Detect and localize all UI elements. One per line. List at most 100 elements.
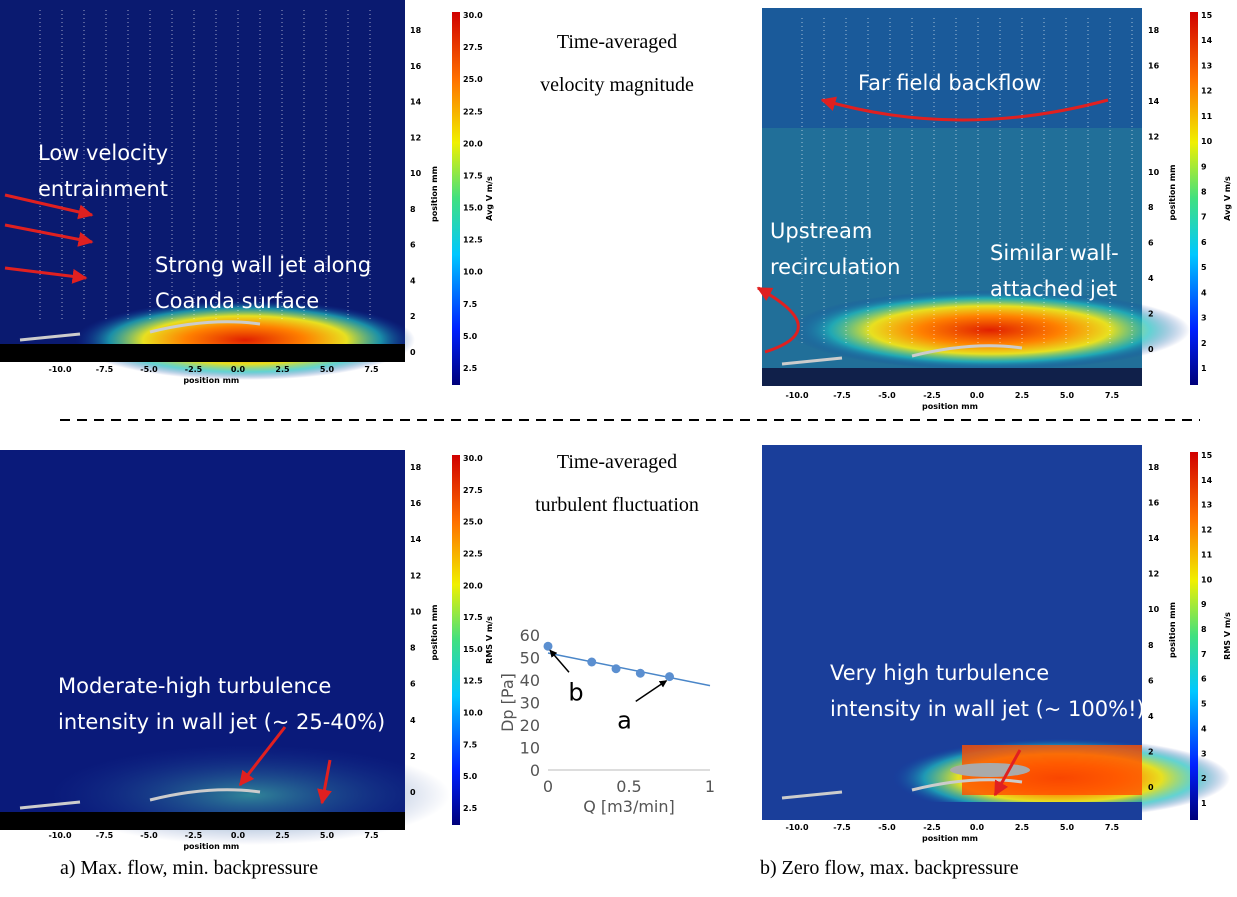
x-tick-label: 7.5 <box>364 831 379 840</box>
wall <box>762 368 1142 386</box>
annotation: b <box>568 678 583 706</box>
colorbar-tick-label: 13 <box>1201 501 1212 510</box>
colorbar-tick-label: 12.5 <box>463 677 483 686</box>
x-tick-label: 5.0 <box>320 831 335 840</box>
colorbar <box>452 455 460 825</box>
x-tick-label: -7.5 <box>833 823 851 832</box>
y-tick-label: 14 <box>410 535 422 544</box>
y-tick-label: 4 <box>410 276 416 285</box>
colorbar-tick-label: 25.0 <box>463 518 483 527</box>
y-tick-label: 16 <box>1148 499 1160 508</box>
annotation: Far field backflow <box>858 71 1041 95</box>
annotation: intensity in wall jet (~ 25-40%) <box>58 710 385 734</box>
colorbar-tick-label: 4 <box>1201 724 1207 733</box>
x-axis-label: position mm <box>183 376 239 385</box>
x-tick-label: 7.5 <box>1105 823 1120 832</box>
x-tick-label: 0.0 <box>970 391 985 400</box>
x-tick-label: -5.0 <box>140 831 158 840</box>
colorbar <box>1190 452 1198 820</box>
y-tick-label: 10 <box>520 739 540 758</box>
y-tick-label: 20 <box>520 716 540 735</box>
x-tick-label: -7.5 <box>96 831 114 840</box>
y-tick-label: 18 <box>410 463 422 472</box>
y-tick-label: 2 <box>1148 310 1154 319</box>
annotation: Strong wall jet along <box>155 253 371 277</box>
y-tick-label: 6 <box>1148 676 1154 685</box>
y-tick-label: 10 <box>410 169 422 178</box>
y-tick-label: 16 <box>1148 61 1160 70</box>
annotation: Very high turbulence <box>830 661 1049 685</box>
point <box>587 657 597 667</box>
arrow <box>993 749 1022 797</box>
colorbar-tick-label: 15 <box>1201 11 1213 20</box>
wall <box>0 812 405 830</box>
colorbar-tick-label: 6 <box>1201 238 1207 247</box>
colorbar-tick-label: 22.5 <box>463 107 483 116</box>
colorbar-tick-label: 15.0 <box>463 645 483 654</box>
arrow <box>238 726 287 787</box>
y-tick-label: 16 <box>410 62 422 71</box>
jet-region <box>790 290 1190 370</box>
y-axis-label: position mm <box>430 166 439 222</box>
colorbar <box>1190 12 1198 385</box>
center-label: turbulent fluctuation <box>535 494 699 516</box>
y-tick-label: 0 <box>410 348 416 357</box>
colorbar-tick-label: 1 <box>1201 364 1207 373</box>
x-tick-label: 2.5 <box>1015 823 1030 832</box>
colorbar-label: RMS V m/s <box>1223 612 1232 660</box>
x-tick-label: 1 <box>705 777 715 796</box>
trendline <box>547 652 711 687</box>
colorbar-tick-label: 5.0 <box>463 332 478 341</box>
colorbar-tick-label: 11 <box>1201 112 1213 121</box>
x-axis-label: position mm <box>183 842 239 851</box>
y-tick-label: 10 <box>1148 168 1160 177</box>
y-tick-label: 0 <box>530 761 540 780</box>
annotation-arrow <box>635 680 668 702</box>
colorbar-tick-label: 14 <box>1201 476 1213 485</box>
colorbar-label: Avg V m/s <box>485 176 494 221</box>
arrow <box>4 223 94 247</box>
y-axis-label: Dp [Pa] <box>498 673 517 732</box>
colorbar-tick-label: 30.0 <box>463 454 483 463</box>
x-tick-label: -2.5 <box>185 365 203 374</box>
colorbar-tick-label: 27.5 <box>463 43 483 52</box>
y-tick-label: 14 <box>410 98 422 107</box>
center-label: Time-averaged <box>557 451 677 473</box>
y-tick-label: 4 <box>1148 712 1154 721</box>
y-tick-label: 8 <box>1148 203 1154 212</box>
colorbar-label: RMS V m/s <box>485 616 494 664</box>
y-tick-label: 2 <box>1148 747 1154 756</box>
coanda-surface <box>19 788 261 810</box>
y-tick-label: 16 <box>410 499 422 508</box>
colorbar-tick-label: 10 <box>1201 575 1213 584</box>
y-tick-label: 2 <box>410 312 416 321</box>
colorbar-tick-label: 27.5 <box>463 486 483 495</box>
colorbar-tick-label: 8 <box>1201 625 1207 634</box>
annotation: recirculation <box>770 255 900 279</box>
colorbar-tick-label: 12.5 <box>463 236 483 245</box>
y-tick-label: 30 <box>520 694 540 713</box>
colorbar-tick-label: 2.5 <box>463 364 478 373</box>
colorbar-tick-label: 30.0 <box>463 11 483 20</box>
y-tick-label: 6 <box>410 680 416 689</box>
y-axis-label: position mm <box>1168 165 1177 221</box>
colorbar-tick-label: 25.0 <box>463 75 483 84</box>
colorbar-tick-label: 7 <box>1201 650 1207 659</box>
x-tick-label: 0 <box>543 777 553 796</box>
x-tick-label: -7.5 <box>96 365 114 374</box>
colorbar-tick-label: 6 <box>1201 675 1207 684</box>
colorbar-tick-label: 7.5 <box>463 740 478 749</box>
colorbar-tick-label: 4 <box>1201 288 1207 297</box>
x-tick-label: -2.5 <box>923 823 941 832</box>
point <box>611 664 621 674</box>
arrow <box>317 759 332 805</box>
colorbar-tick-label: 14 <box>1201 36 1213 45</box>
colorbar-tick-label: 2 <box>1201 339 1207 348</box>
x-tick-label: -5.0 <box>878 391 896 400</box>
annotation: attached jet <box>990 277 1117 301</box>
y-tick-label: 8 <box>410 644 416 653</box>
x-tick-label: 2.5 <box>275 831 290 840</box>
x-tick-label: -10.0 <box>48 831 71 840</box>
colorbar-tick-label: 10.0 <box>463 268 483 277</box>
